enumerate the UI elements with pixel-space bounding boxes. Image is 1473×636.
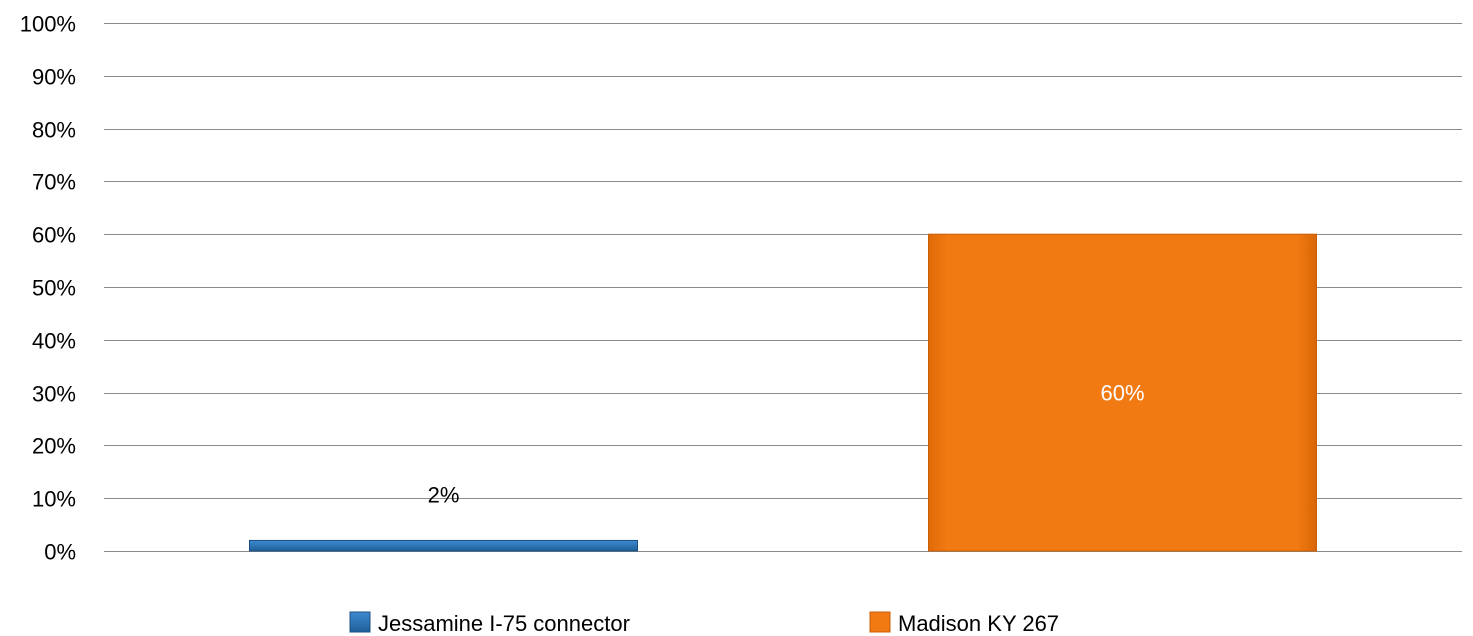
- y-tick-label: 100%: [20, 12, 76, 37]
- y-tick-label: 20%: [32, 434, 76, 459]
- y-tick-label: 30%: [32, 382, 76, 407]
- y-tick-label: 60%: [32, 223, 76, 248]
- legend-label: Jessamine I-75 connector: [378, 611, 630, 636]
- legend-label: Madison KY 267: [898, 611, 1059, 636]
- data-label: 2%: [428, 482, 460, 507]
- legend-swatch: [869, 611, 891, 633]
- legend-item: Madison KY 267: [869, 611, 1059, 636]
- data-label: 60%: [1100, 381, 1144, 406]
- data-labels: 2% 60%: [428, 381, 1145, 508]
- legend-swatch: [349, 611, 371, 633]
- gridlines: [104, 23, 1462, 552]
- y-tick-label: 50%: [32, 276, 76, 301]
- y-tick-label: 40%: [32, 329, 76, 354]
- y-tick-label: 80%: [32, 118, 76, 143]
- y-tick-label: 10%: [32, 487, 76, 512]
- legend-item: Jessamine I-75 connector: [349, 611, 630, 636]
- y-tick-label: 0%: [44, 540, 76, 565]
- y-tick-label: 70%: [32, 170, 76, 195]
- bars: [249, 233, 1317, 552]
- bar-1: [249, 539, 638, 552]
- legend: Jessamine I-75 connector Madison KY 267: [349, 611, 1059, 636]
- bar-2: [928, 233, 1317, 552]
- y-axis-tick-labels: 0% 10% 20% 30% 40% 50% 60% 70% 80% 90% 100%: [20, 12, 76, 565]
- y-tick-label: 90%: [32, 65, 76, 90]
